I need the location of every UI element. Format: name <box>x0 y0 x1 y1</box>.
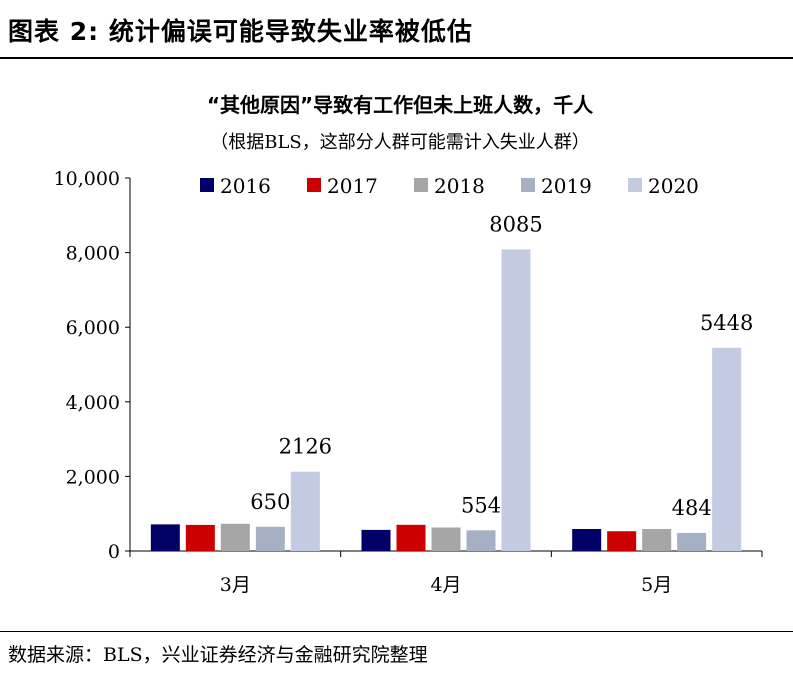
bar-2017-0 <box>185 524 215 551</box>
bar-2019-1 <box>466 530 496 551</box>
data-label: 5448 <box>700 311 753 335</box>
bar-2016-1 <box>361 529 391 551</box>
y-tick-label: 6,000 <box>66 317 120 339</box>
bar-2017-2 <box>607 531 637 551</box>
figure-label: 图表 2: <box>8 17 100 46</box>
x-tick-label: 3月 <box>220 574 251 596</box>
data-label: 554 <box>461 493 501 517</box>
bar-2017-1 <box>396 524 426 551</box>
legend-swatch-2019 <box>521 178 535 192</box>
figure-title-text: 统计偏误可能导致失业率被低估 <box>108 17 473 46</box>
bar-2020-2 <box>712 347 742 551</box>
x-tick-label: 4月 <box>430 574 461 596</box>
figure-title: 图表 2: 统计偏误可能导致失业率被低估 <box>8 12 473 48</box>
legend-label: 2018 <box>434 174 485 198</box>
y-tick-label: 8,000 <box>66 243 120 265</box>
chart-title: “其他原因”导致有工作但未上班人数，千人 <box>207 93 594 117</box>
footer-rule <box>0 631 793 632</box>
legend-label: 2017 <box>327 174 378 198</box>
y-tick-label: 10,000 <box>54 168 120 190</box>
bar-2020-1 <box>501 249 531 551</box>
bar-2016-0 <box>150 524 180 551</box>
figure-header: 图表 2: 统计偏误可能导致失业率被低估 <box>0 0 793 58</box>
legend-swatch-2020 <box>628 178 642 192</box>
legend-swatch-2016 <box>200 178 214 192</box>
data-label: 8085 <box>489 212 542 236</box>
legend-label: 2020 <box>648 174 699 198</box>
y-tick-label: 0 <box>108 541 120 563</box>
x-tick-label: 5月 <box>641 574 672 596</box>
bar-chart: “其他原因”导致有工作但未上班人数，千人 （根据BLS，这部分人群可能需计入失业… <box>54 93 763 596</box>
bar-2018-0 <box>220 523 250 551</box>
legend-label: 2019 <box>541 174 592 198</box>
bar-2019-2 <box>677 532 707 551</box>
legend-swatch-2018 <box>414 178 428 192</box>
bar-2018-1 <box>431 527 461 551</box>
plot-area: 0 2,000 4,000 6,000 8,000 10,000 3月 4月 5月 650 2126… <box>54 168 763 596</box>
y-tick-label: 2,000 <box>66 466 120 488</box>
bar-2016-2 <box>572 528 602 551</box>
data-label: 650 <box>250 490 290 514</box>
legend-label: 2016 <box>220 174 271 198</box>
data-label: 484 <box>672 496 712 520</box>
data-label: 2126 <box>279 435 332 459</box>
y-tick-label: 4,000 <box>66 392 120 414</box>
bar-2018-2 <box>642 528 672 551</box>
bar-2020-0 <box>290 471 320 551</box>
source-note: 数据来源：BLS，兴业证券经济与金融研究院整理 <box>8 644 428 666</box>
bar-2019-0 <box>255 526 285 551</box>
chart-subtitle: （根据BLS，这部分人群可能需计入失业人群） <box>210 132 590 153</box>
legend-swatch-2017 <box>307 178 321 192</box>
header-rule <box>0 57 793 59</box>
